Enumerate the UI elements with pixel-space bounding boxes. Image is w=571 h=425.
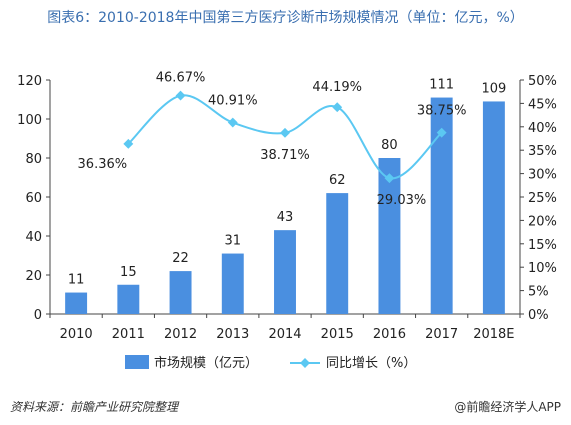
x-tick-label: 2014	[268, 327, 301, 342]
legend-label: 市场规模（亿元）	[154, 355, 258, 371]
bar	[326, 193, 349, 314]
bar-value-label: 15	[120, 265, 137, 280]
growth-value-label: 44.19%	[312, 80, 362, 95]
x-tick-label: 2012	[164, 327, 197, 342]
growth-value-label: 46.67%	[156, 71, 206, 86]
growth-point	[436, 127, 447, 138]
x-tick-label: 2016	[373, 327, 406, 342]
source-note: 资料来源：前瞻产业研究院整理	[10, 400, 179, 414]
chart-title: 图表6：2010-2018年中国第三方医疗诊断市场规模情况（单位：亿元，%）	[47, 10, 524, 26]
bar-value-label: 62	[329, 173, 346, 188]
y-left-tick-label: 0	[34, 308, 42, 323]
bar-value-label: 11	[68, 273, 85, 288]
y-right-tick-label: 15%	[528, 238, 557, 253]
x-tick-label: 2018E	[473, 327, 514, 342]
brand-credit: @前瞻经济学人APP	[454, 400, 561, 414]
x-tick-label: 2017	[425, 327, 458, 342]
y-right-tick-label: 50%	[528, 74, 557, 89]
growth-value-label: 40.91%	[208, 94, 258, 109]
y-right-tick-label: 30%	[528, 168, 557, 183]
x-tick-label: 2013	[216, 327, 249, 342]
y-right-tick-label: 35%	[528, 144, 557, 159]
growth-point	[175, 90, 186, 101]
growth-value-label: 38.75%	[417, 104, 467, 119]
x-tick-label: 2011	[112, 327, 145, 342]
y-left-tick-label: 80	[25, 152, 42, 167]
y-right-tick-label: 25%	[528, 191, 557, 206]
bar-value-label: 22	[172, 251, 189, 266]
y-left-tick-label: 20	[25, 269, 42, 284]
bar-value-label: 111	[429, 78, 454, 93]
legend-label: 同比增长（%）	[326, 356, 416, 371]
y-left-tick-label: 120	[17, 74, 42, 89]
bar	[482, 101, 505, 314]
bar-value-label: 31	[225, 234, 242, 249]
y-left-tick-label: 60	[25, 191, 42, 206]
bar-value-label: 109	[481, 81, 506, 96]
growth-point	[123, 138, 134, 149]
y-right-tick-label: 45%	[528, 97, 557, 112]
y-right-tick-label: 0%	[528, 308, 549, 323]
bar	[221, 253, 244, 314]
bar-value-label: 43	[277, 210, 294, 225]
y-left-tick-label: 40	[25, 230, 42, 245]
growth-point	[280, 127, 290, 138]
bar	[378, 158, 401, 314]
legend-swatch-bar	[125, 355, 149, 369]
bar	[117, 284, 140, 314]
bar	[430, 97, 453, 314]
growth-value-label: 29.03%	[377, 193, 427, 208]
x-tick-label: 2015	[321, 327, 354, 342]
bar	[169, 271, 192, 314]
growth-point	[227, 117, 238, 128]
x-tick-label: 2010	[60, 327, 93, 342]
bar-value-label: 80	[381, 138, 398, 153]
y-right-tick-label: 10%	[528, 261, 557, 276]
growth-value-label: 38.71%	[260, 148, 310, 163]
bar	[274, 230, 296, 314]
growth-point	[384, 173, 395, 184]
bar	[65, 292, 88, 314]
y-left-tick-label: 100	[17, 113, 42, 128]
y-right-tick-label: 20%	[528, 214, 557, 229]
y-right-tick-label: 5%	[528, 285, 549, 300]
legend-swatch-marker	[300, 358, 310, 368]
y-right-tick-label: 40%	[528, 121, 557, 136]
growth-value-label: 36.36%	[78, 157, 128, 172]
